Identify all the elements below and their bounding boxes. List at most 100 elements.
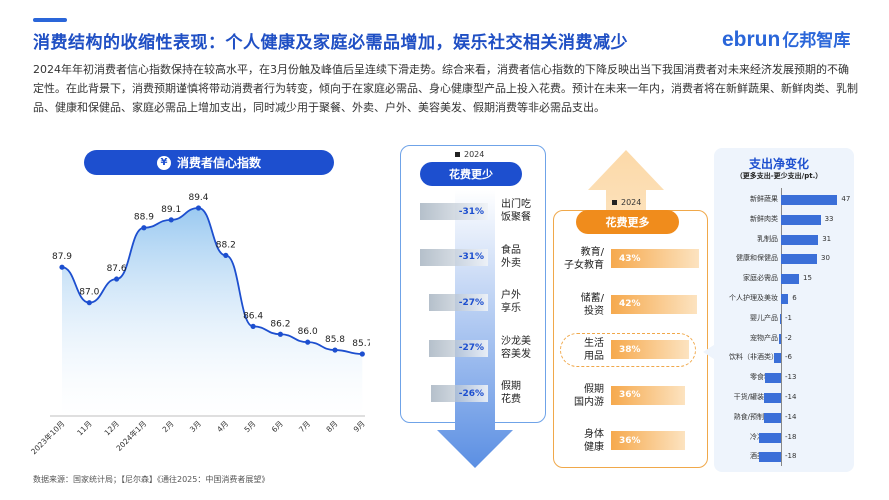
net-change-subtitle: （更多支出-更少支出/pt.） <box>735 172 823 180</box>
less-bar: -31% <box>420 203 488 220</box>
more-label-line: 健康 <box>584 442 604 453</box>
logo-latin: ebrun <box>722 28 781 51</box>
data-label: 88.9 <box>134 213 154 223</box>
confidence-line-chart: 87.92023年10月87.011月87.612月88.92024年1月89.… <box>28 193 370 456</box>
less-label-line: 沙龙美 <box>501 335 531 347</box>
data-label: 87.0 <box>79 288 99 298</box>
more-category-label: 储蓄/投资 <box>551 292 604 318</box>
more-bar: 36% <box>611 431 685 450</box>
source-note: 数据来源：国家统计局；【尼尔森】《通往2025：中国消费者展望》 <box>33 475 270 484</box>
less-label-line: 容美发 <box>501 348 531 360</box>
net-value: -2 <box>785 333 792 342</box>
more-category-label: 生活 用品 <box>551 337 604 363</box>
down-arrow-graphic <box>437 190 513 468</box>
net-value: 6 <box>792 294 797 302</box>
x-tick-label: 3月 <box>188 419 203 434</box>
net-bar <box>764 412 781 423</box>
less-category-label: 户外 享乐 <box>501 289 521 315</box>
more-spending-pill: 花费更多 <box>576 210 679 234</box>
more-category-label: 身体 健康 <box>551 428 604 454</box>
net-bar <box>759 432 781 443</box>
net-category-label: 新鲜蔬果 <box>750 195 778 203</box>
x-tick-label: 6月 <box>270 419 285 434</box>
less-bar: -27% <box>428 294 488 311</box>
data-point <box>250 323 256 329</box>
data-label: 87.9 <box>52 252 72 262</box>
data-point <box>141 225 147 231</box>
data-point <box>332 347 338 353</box>
more-bar: 43% <box>611 249 699 268</box>
data-point <box>114 276 120 282</box>
more-category-label: 假期 国内游 <box>551 383 604 409</box>
more-label-line: 假期 <box>584 383 604 395</box>
net-value: 47 <box>841 195 851 203</box>
data-label: 89.4 <box>188 193 208 203</box>
intro-paragraph: 2024年年初消费者信心指数保持在较高水平，在3月份触及峰值后呈连续下滑走势。综… <box>33 63 858 114</box>
less-label-line: 享乐 <box>501 303 521 314</box>
net-value: -18 <box>785 452 797 461</box>
net-bar <box>781 234 819 245</box>
x-tick-label: 11月 <box>75 419 93 437</box>
x-tick-label: 4月 <box>215 419 230 434</box>
less-bar: -27% <box>428 339 488 357</box>
net-value: 15 <box>803 274 812 283</box>
more-label-line: 储蓄/ <box>580 292 604 304</box>
net-category-label: 零食糖果 <box>750 373 778 382</box>
net-bar <box>764 393 781 403</box>
data-label: 86.4 <box>243 311 263 321</box>
money-hand-icon: ¥ <box>156 155 171 170</box>
less-label-line: 出门吃 <box>501 199 531 210</box>
net-bar <box>773 353 781 364</box>
data-point <box>195 205 202 211</box>
more-label-line: 国内游 <box>574 396 604 408</box>
x-tick-label: 2023年10月 <box>28 418 66 456</box>
more-category-label: 教育/子女教育 <box>551 246 604 272</box>
data-point <box>277 331 283 337</box>
more-label-line: 子女教育 <box>564 260 604 271</box>
less-legend: 2024 <box>455 150 484 159</box>
net-category-label: 个人护理及美妆 <box>729 294 778 302</box>
more-bar: 42% <box>611 294 697 314</box>
net-category-label: 饮料（非酒类） <box>729 353 778 362</box>
less-label-line: 外卖 <box>501 257 521 269</box>
net-category-label: 宠物产品 <box>750 333 778 342</box>
net-change-title: 支出净变化 <box>748 157 809 171</box>
less-category-label: 食品 外卖 <box>501 244 521 270</box>
more-label-line: 生活 <box>584 338 604 349</box>
net-value: 33 <box>824 214 834 223</box>
confidence-chart-title: ¥ 消费者信心指数 <box>84 150 334 175</box>
x-tick-label: 5月 <box>242 419 257 434</box>
data-label: 86.0 <box>298 327 318 337</box>
x-tick-label: 12月 <box>103 419 121 437</box>
x-tick-label: 2月 <box>161 419 176 434</box>
data-label: 89.1 <box>161 205 181 215</box>
net-value: -14 <box>785 412 797 421</box>
net-bar <box>765 373 781 384</box>
more-bar: 38% <box>611 340 689 359</box>
less-spending-pill: 花费更少 <box>420 162 522 186</box>
more-legend: 2024 <box>612 198 641 207</box>
net-bar <box>781 195 838 205</box>
less-label-line: 饭聚餐 <box>501 212 531 223</box>
net-value: -14 <box>785 393 797 401</box>
net-category-label: 健康和保健品 <box>736 254 778 263</box>
data-point <box>305 339 311 345</box>
net-category-label: 熟食/预制食品 <box>733 412 778 421</box>
less-category-label: 沙龙美 容美发 <box>501 335 531 361</box>
legend-swatch <box>455 152 460 157</box>
x-tick-label: 7月 <box>297 419 312 434</box>
more-label-line: 教育/ <box>580 247 604 258</box>
net-bar <box>781 274 799 285</box>
net-category-label: 乳制品 <box>757 234 778 243</box>
logo-cn: 亿邦智库 <box>782 31 851 50</box>
net-category-label: 干货/罐装食品 <box>733 393 778 401</box>
net-category-label: 家庭必需品 <box>743 274 778 283</box>
less-label-line: 假期 <box>501 381 521 392</box>
data-label: 87.6 <box>107 264 127 274</box>
title-accent-bar <box>33 18 67 22</box>
net-category-label: 新鲜肉类 <box>750 214 778 223</box>
data-point <box>223 252 229 258</box>
net-value: 31 <box>822 234 832 243</box>
net-value: -13 <box>785 373 797 382</box>
net-value: -18 <box>785 432 797 441</box>
